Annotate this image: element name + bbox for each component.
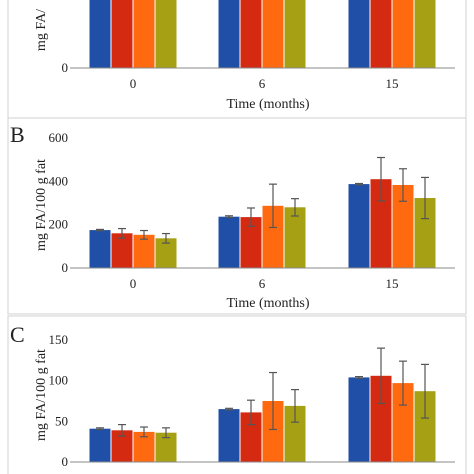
- panel-c-frame: [7, 315, 467, 474]
- panel-a-bar-s1-6: [218, 0, 240, 68]
- panel-c-bar-s3-15: [392, 383, 414, 462]
- panel-c-bar-s1-0: [89, 428, 111, 462]
- panel-b-letter: B: [10, 122, 25, 147]
- panel-c-letter: C: [10, 322, 25, 347]
- panel-c-y-tick-150: 150: [49, 332, 69, 347]
- panel-b-y-title: mg FA/100 g fat: [34, 159, 49, 251]
- panel-a-x-tick-15: 15: [386, 76, 399, 91]
- panel-c-bar-s4-15: [414, 391, 436, 462]
- panel-a-x-tick-6: 6: [259, 76, 266, 91]
- panel-b-bar-s2-6: [240, 217, 262, 268]
- panel-a-bar-s2-0: [111, 0, 133, 68]
- panel-c-bar-s1-15: [348, 377, 370, 462]
- panel-c-bar-s2-0: [111, 430, 133, 462]
- panel-a-y-title: mg FA/: [34, 9, 49, 51]
- panel-b-y-tick-200: 200: [49, 217, 69, 232]
- panel-c-bar-s1-6: [218, 409, 240, 462]
- panel-b-bar-s3-0: [133, 234, 155, 268]
- panel-c-y-tick-50: 50: [55, 413, 68, 428]
- panel-c-bar-s4-6: [284, 405, 306, 462]
- panel-c-y-tick-0: 0: [62, 454, 69, 469]
- panel-b-bar-s1-6: [218, 216, 240, 268]
- panel-b: 0 200 400 600 0 6 15 Bmg FA/100 g fat Time (mont…: [7, 117, 467, 315]
- panel-b-x-tick-6: 6: [259, 276, 266, 291]
- panel-a-x-title: Time (months): [226, 97, 309, 112]
- panel-c-bar-s3-6: [262, 401, 284, 462]
- panel-b-x-tick-15: 15: [386, 276, 399, 291]
- panel-a-x-tick-0: 0: [130, 76, 137, 91]
- panel-a-bar-s4-0: [155, 0, 177, 68]
- panel-b-bar-s2-0: [111, 233, 133, 268]
- panel-b-bar-s4-0: [155, 238, 177, 268]
- panel-c-bar-s2-6: [240, 412, 262, 462]
- panel-a: 0 0 6 15 mg FA/Time (months): [7, 0, 467, 119]
- panel-c-x-tick-0: 0: [130, 472, 137, 474]
- panel-b-bar-s1-0: [89, 230, 111, 268]
- panel-c-y-tick-100: 100: [49, 373, 69, 388]
- panel-a-bar-s1-0: [89, 0, 111, 68]
- panel-b-y-tick-600: 600: [49, 130, 69, 145]
- panel-b-bar-s1-15: [348, 184, 370, 268]
- panel-a-bar-s4-6: [284, 0, 306, 68]
- panel-b-x-title: Time (months): [226, 296, 309, 311]
- panel-c-bar-s3-0: [133, 431, 155, 462]
- panel-c-bar-s2-15: [370, 375, 392, 462]
- panel-b-bar-s3-15: [392, 185, 414, 268]
- panel-a-bar-s3-6: [262, 0, 284, 68]
- panel-a-bar-s4-15: [414, 0, 436, 68]
- panel-b-y-tick-400: 400: [49, 173, 69, 188]
- panel-a-y-tick-0: 0: [62, 60, 69, 75]
- panel-c: 0 50 100 150 0 6 15 Cmg FA/100 g fat: [7, 315, 467, 474]
- panel-a-bar-s3-15: [392, 0, 414, 68]
- panel-b-bar-s3-6: [262, 205, 284, 268]
- panel-b-x-tick-0: 0: [130, 276, 137, 291]
- panel-b-frame: [7, 117, 467, 315]
- panel-a-bar-s2-6: [240, 0, 262, 68]
- panel-b-y-tick-0: 0: [62, 260, 69, 275]
- panel-a-bar-s2-15: [370, 0, 392, 68]
- panel-a-bar-s3-0: [133, 0, 155, 68]
- panel-b-bar-s4-6: [284, 207, 306, 268]
- panel-b-bar-s2-15: [370, 179, 392, 268]
- panel-a-bar-s1-15: [348, 0, 370, 68]
- panel-c-bar-s4-0: [155, 432, 177, 462]
- panel-c-x-tick-6: 6: [259, 472, 266, 474]
- panel-c-x-tick-15: 15: [386, 472, 399, 474]
- panel-c-y-title: mg FA/100 g fat: [34, 349, 49, 441]
- panel-b-bar-s4-15: [414, 198, 436, 268]
